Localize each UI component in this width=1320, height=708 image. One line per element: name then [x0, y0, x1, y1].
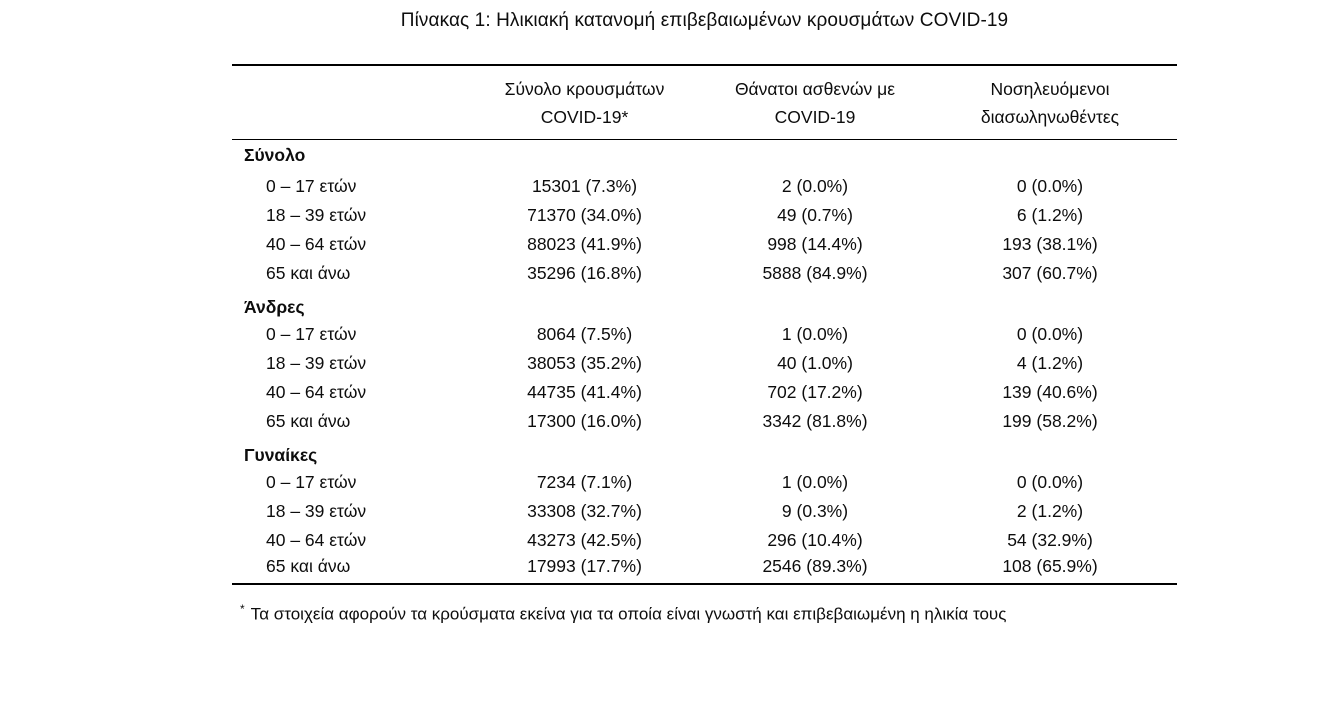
cases-value: 7234 (7.1%)	[536, 471, 633, 492]
table-row: 0 – 17 ετών 7234 (7.1%) 1 (0.0%) 0 (0.0%…	[232, 468, 1177, 497]
intubated-value: 2 (1.2%)	[1016, 500, 1084, 521]
cases-value: 44735 (41.4%)	[527, 381, 642, 402]
cases-value: 38053 (35.2%)	[527, 352, 642, 373]
intubated-value: 139 (40.6%)	[1002, 381, 1098, 402]
footnote-asterisk: *	[240, 602, 245, 616]
deaths-value: 296 (10.4%)	[767, 529, 863, 550]
deaths-value: 1 (0.0%)	[781, 323, 849, 344]
cases-value: 43273 (42.5%)	[527, 529, 642, 550]
covid-age-distribution-table: Σύνολο κρουσμάτων COVID-19* Θάνατοι ασθε…	[232, 64, 1177, 585]
cases-value: 17993 (17.7%)	[527, 555, 642, 576]
column-header-line: Σύνολο κρουσμάτων	[504, 79, 665, 99]
cases-value: 33308 (32.7%)	[527, 500, 642, 521]
table-row: 65 και άνω 17300 (16.0%) 3342 (81.8%) 19…	[232, 407, 1177, 436]
intubated-value: 108 (65.9%)	[1002, 555, 1098, 576]
cases-value: 88023 (41.9%)	[527, 233, 642, 254]
group-header-women: Γυναίκες	[232, 436, 1177, 468]
table-row: 18 – 39 ετών 33308 (32.7%) 9 (0.3%) 2 (1…	[232, 497, 1177, 526]
column-header-line: COVID-19*	[540, 107, 629, 127]
deaths-value: 9 (0.3%)	[781, 500, 849, 521]
intubated-value: 4 (1.2%)	[1016, 352, 1084, 373]
age-band-label: 18 – 39 ετών	[266, 500, 367, 521]
intubated-value: 0 (0.0%)	[1016, 175, 1084, 196]
deaths-value: 1 (0.0%)	[781, 471, 849, 492]
intubated-value: 0 (0.0%)	[1016, 323, 1084, 344]
header-row: Σύνολο κρουσμάτων COVID-19* Θάνατοι ασθε…	[232, 65, 1177, 140]
table-row: 0 – 17 ετών 15301 (7.3%) 2 (0.0%) 0 (0.0…	[232, 172, 1177, 201]
group-header-total: Σύνολο	[232, 140, 1177, 172]
age-band-label: 65 και άνω	[266, 410, 351, 431]
column-header-total-cases: Σύνολο κρουσμάτων COVID-19*	[462, 65, 707, 140]
table-row: 40 – 64 ετών 88023 (41.9%) 998 (14.4%) 1…	[232, 230, 1177, 259]
column-header-deaths: Θάνατοι ασθενών με COVID-19	[707, 65, 923, 140]
header-cell-empty	[232, 65, 462, 140]
column-header-line: Νοσηλευόμενοι	[990, 79, 1110, 99]
intubated-value: 193 (38.1%)	[1002, 233, 1098, 254]
table-row: 18 – 39 ετών 71370 (34.0%) 49 (0.7%) 6 (…	[232, 201, 1177, 230]
deaths-value: 5888 (84.9%)	[762, 262, 868, 283]
intubated-value: 307 (60.7%)	[1002, 262, 1098, 283]
age-band-label: 0 – 17 ετών	[266, 471, 357, 492]
table-row: 18 – 39 ετών 38053 (35.2%) 40 (1.0%) 4 (…	[232, 349, 1177, 378]
deaths-value: 2 (0.0%)	[781, 175, 849, 196]
age-band-label: 0 – 17 ετών	[266, 323, 357, 344]
table-body: Σύνολο 0 – 17 ετών 15301 (7.3%) 2 (0.0%)…	[232, 140, 1177, 584]
table-row: 40 – 64 ετών 44735 (41.4%) 702 (17.2%) 1…	[232, 378, 1177, 407]
column-header-intubated: Νοσηλευόμενοι διασωληνωθέντες	[923, 65, 1177, 140]
deaths-value: 2546 (89.3%)	[762, 555, 868, 576]
age-band-label: 40 – 64 ετών	[266, 233, 367, 254]
age-band-label: 40 – 64 ετών	[266, 529, 367, 550]
deaths-value: 702 (17.2%)	[767, 381, 863, 402]
table-footnote: * Τα στοιχεία αφορούν τα κρούσματα εκείνα…	[240, 602, 1177, 625]
intubated-value: 54 (32.9%)	[1007, 529, 1093, 550]
group-label: Άνδρες	[244, 297, 305, 317]
column-header-line: Θάνατοι ασθενών με	[734, 79, 896, 99]
group-label: Γυναίκες	[244, 445, 318, 465]
intubated-value: 6 (1.2%)	[1016, 204, 1084, 225]
table-title: Πίνακας 1: Ηλικιακή κατανομή επιβεβαιωμέ…	[400, 10, 1009, 31]
table-row: 0 – 17 ετών 8064 (7.5%) 1 (0.0%) 0 (0.0%…	[232, 320, 1177, 349]
age-band-label: 0 – 17 ετών	[266, 175, 357, 196]
cases-value: 15301 (7.3%)	[531, 175, 638, 196]
group-header-men: Άνδρες	[232, 288, 1177, 320]
intubated-value: 0 (0.0%)	[1016, 471, 1084, 492]
cases-value: 8064 (7.5%)	[536, 323, 633, 344]
deaths-value: 3342 (81.8%)	[762, 410, 868, 431]
age-band-label: 65 και άνω	[266, 262, 351, 283]
table-row: 65 και άνω 17993 (17.7%) 2546 (89.3%) 10…	[232, 555, 1177, 584]
cases-value: 71370 (34.0%)	[527, 204, 642, 225]
column-header-line: διασωληνωθέντες	[980, 107, 1120, 127]
table-header: Σύνολο κρουσμάτων COVID-19* Θάνατοι ασθε…	[232, 65, 1177, 140]
cases-value: 35296 (16.8%)	[527, 262, 642, 283]
cases-value: 17300 (16.0%)	[527, 410, 642, 431]
age-band-label: 40 – 64 ετών	[266, 381, 367, 402]
intubated-value: 199 (58.2%)	[1002, 410, 1098, 431]
table-row: 65 και άνω 35296 (16.8%) 5888 (84.9%) 30…	[232, 259, 1177, 288]
deaths-value: 40 (1.0%)	[777, 352, 853, 373]
column-header-line: COVID-19	[774, 107, 856, 127]
group-label: Σύνολο	[244, 145, 306, 166]
deaths-value: 49 (0.7%)	[777, 204, 853, 225]
age-band-label: 18 – 39 ετών	[266, 204, 367, 225]
age-band-label: 18 – 39 ετών	[266, 352, 367, 373]
footnote-text: Τα στοιχεία αφορούν τα κρούσματα εκείνα …	[250, 604, 1007, 624]
deaths-value: 998 (14.4%)	[767, 233, 863, 254]
age-band-label: 65 και άνω	[266, 555, 351, 576]
table-row: 40 – 64 ετών 43273 (42.5%) 296 (10.4%) 5…	[232, 526, 1177, 555]
